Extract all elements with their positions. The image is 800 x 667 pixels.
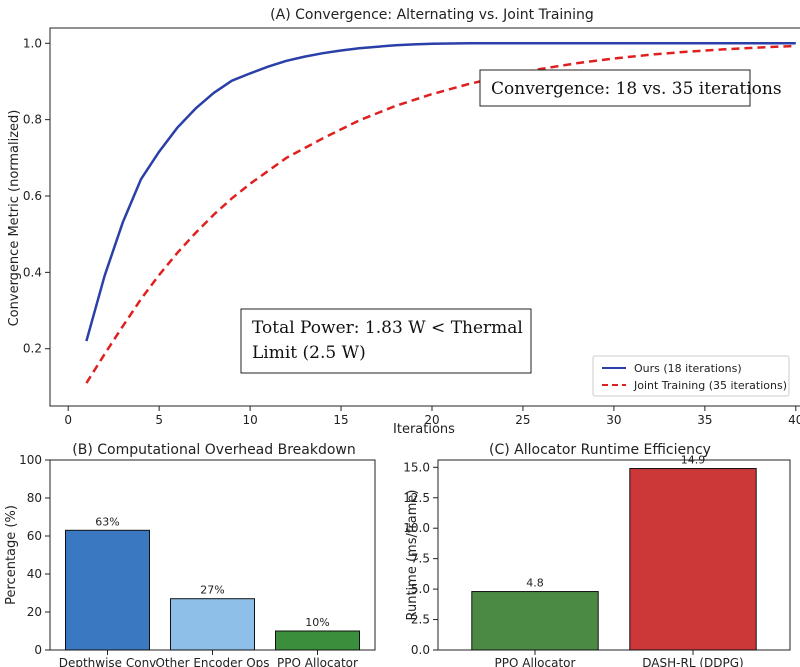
panel-a-ytick-label: 0.6 <box>23 189 42 203</box>
panel-c-frame <box>437 459 791 651</box>
annotation-convergence-box <box>479 69 751 107</box>
legend-ours-label: Ours (18 iterations) <box>634 362 742 375</box>
panel-b-value-label: 27% <box>200 584 224 597</box>
panel-b-ylabel: Percentage (%) <box>4 505 19 605</box>
panel-a-xtick-label: 20 <box>424 413 439 427</box>
panel-a-xtick-label: 0 <box>64 413 72 427</box>
panel-c-xtick-label: PPO Allocator <box>495 656 576 667</box>
panel-c-ytick-label: 10.0 <box>403 521 430 535</box>
panel-a-xtick-label: 30 <box>606 413 621 427</box>
panel-c-bar-dash-rl-ddpg <box>629 468 757 651</box>
panel-b-ytick-label: 100 <box>19 453 42 467</box>
panel-b-value-label: 63% <box>95 515 119 528</box>
annotation-power-line2: Limit (2.5 W) <box>252 343 366 363</box>
panel-c-ytick-label: 12.5 <box>403 491 430 505</box>
panel-c-title: (C) Allocator Runtime Efficiency <box>489 442 711 458</box>
panel-c-bar-ppo-allocator <box>471 591 599 651</box>
panel-a-ylabel: Convergence Metric (normalized) <box>7 110 22 327</box>
annotation-convergence: Convergence: 18 vs. 35 iterations <box>479 69 782 107</box>
panel-c-xtick-label: DASH-RL (DDPG) <box>642 656 743 667</box>
series-joint-training-line <box>85 44 796 384</box>
annotation-convergence-text: Convergence: 18 vs. 35 iterations <box>491 79 782 99</box>
annotation-power-line1: Total Power: 1.83 W < Thermal <box>252 318 523 338</box>
panel-a-xtick-label: 5 <box>155 413 163 427</box>
panel-a-xtick-label: 15 <box>333 413 348 427</box>
panel-c-ytick-label: 2.5 <box>411 613 430 627</box>
panel-b-ytick-label: 40 <box>27 567 42 581</box>
legend-joint-label: Joint Training (35 iterations) <box>633 379 787 392</box>
panel-b-value-label: 10% <box>305 616 329 629</box>
panel-a-ytick-label: 0.4 <box>23 265 42 279</box>
panel-a-ytick-label: 1.0 <box>23 36 42 50</box>
series-ours-line <box>85 42 796 342</box>
panel-b-xtick-label: PPO Allocator <box>277 656 358 667</box>
panel-c-ylabel: Runtime (ms/frame) <box>405 490 420 621</box>
panel-b-ytick-label: 0 <box>34 643 42 657</box>
panel-a-title: (A) Convergence: Alternating vs. Joint T… <box>270 7 594 23</box>
panel-a-xtick-label: 40 <box>788 413 800 427</box>
panel-a-xlabel: Iterations <box>393 422 455 437</box>
panel-b-ytick-label: 80 <box>27 491 42 505</box>
panel-c-ytick-label: 7.5 <box>411 552 430 566</box>
panel-b-bar-other-encoder-ops <box>170 598 255 651</box>
panel-c: (C) Allocator Runtime Efficiency 0.0 2.5 5… <box>403 442 791 667</box>
panel-a-legend: Ours (18 iterations) Joint Training (35 … <box>592 355 790 397</box>
panel-c-ytick-label: 5.0 <box>411 582 430 596</box>
annotation-power-box <box>240 308 532 374</box>
annotation-power: Total Power: 1.83 W < Thermal Limit (2.5… <box>240 308 532 374</box>
panel-a-ytick-label: 0.2 <box>23 342 42 356</box>
panel-b-bar-ppo-allocator <box>275 630 360 651</box>
panel-b-ytick-label: 60 <box>27 529 42 543</box>
panel-b-bar-depthwise-conv <box>65 529 150 651</box>
panel-a-xtick-label: 25 <box>515 413 530 427</box>
panel-b-xtick-label: Depthwise Conv <box>59 656 157 667</box>
panel-c-value-label: 4.8 <box>526 577 544 590</box>
panel-c-ytick-label: 0.0 <box>411 643 430 657</box>
panel-a-ytick-label: 0.8 <box>23 113 42 127</box>
panel-a-xtick-label: 35 <box>697 413 712 427</box>
panel-b-title: (B) Computational Overhead Breakdown <box>72 442 355 458</box>
panel-a: (A) Convergence: Alternating vs. Joint T… <box>7 7 800 437</box>
panel-a-xtick-label: 10 <box>242 413 257 427</box>
panel-b-xtick-label: Other Encoder Ops <box>155 656 269 667</box>
panel-c-value-label: 14.9 <box>681 454 706 467</box>
panel-c-ytick-label: 15.0 <box>403 460 430 474</box>
legend-box <box>592 355 790 397</box>
panel-b-ytick-label: 20 <box>27 605 42 619</box>
panel-b: (B) Computational Overhead Breakdown 0 20… <box>4 442 376 667</box>
